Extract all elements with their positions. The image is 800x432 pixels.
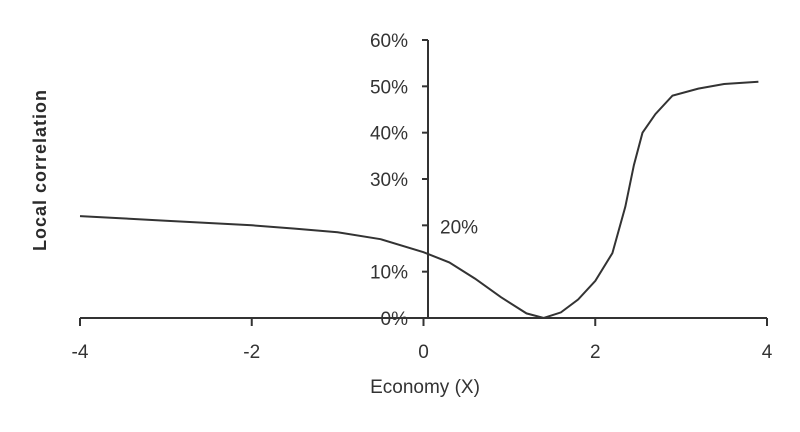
y-tick-label: 10% — [370, 263, 408, 284]
series-line — [79, 80, 759, 320]
x-axis-ticks: -4 -2 0 2 4 — [72, 318, 773, 363]
x-tick-label: 2 — [590, 342, 601, 363]
y-tick-label: 0% — [381, 309, 409, 330]
y-tick-label: 40% — [370, 124, 408, 145]
x-tick-label: 4 — [762, 342, 773, 363]
y-tick-label: 20% — [440, 217, 478, 238]
y-tick-label: 50% — [370, 77, 408, 98]
y-axis-label: Local correlation — [30, 89, 50, 251]
y-axis-ticks: 0% 10% 20% 30% 40% 50% 60% — [370, 31, 478, 330]
y-tick-label: 60% — [370, 31, 408, 52]
y-tick-label: 30% — [370, 170, 408, 191]
x-tick-label: -2 — [243, 342, 260, 363]
x-axis-label: Economy (X) — [370, 377, 480, 398]
x-tick-label: 0 — [418, 342, 429, 363]
x-tick-label: -4 — [72, 342, 89, 363]
